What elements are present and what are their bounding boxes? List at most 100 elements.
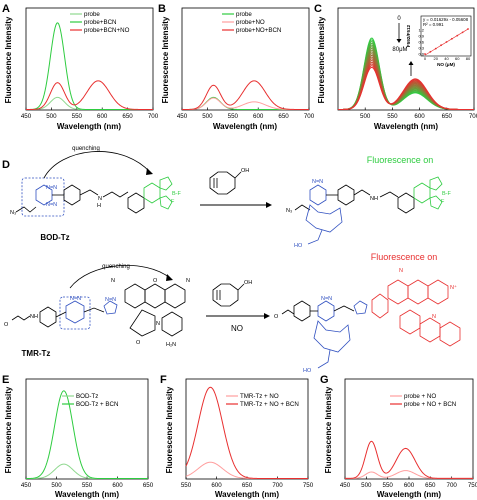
quenching-label-top: quenching [72,146,100,152]
xtick-label-f-1: 600 [211,482,222,489]
inset-point-7 [461,31,464,34]
legend-e-0: BOD-Tz [76,393,98,400]
legend-f-1: TMR-Tz + NO + BCN [240,401,299,408]
svg-text:HO: HO [294,243,303,249]
label-tmr-tz: TMR-Tz [22,349,51,358]
panel-a: A Fluorescence Intensity 450 500 550 600 650… [2,3,159,131]
xtick-label-g-6: 750 [468,482,477,489]
xtick-label-e-1: 500 [51,482,62,489]
xtick-label-g-3: 600 [404,482,415,489]
quenching-arrow-bottom-head [166,274,173,281]
quenching-arrow-bottom [69,265,171,289]
panel-e-curves [25,390,148,480]
series-e-0 [26,463,148,480]
panel-a-frame [25,7,154,111]
svg-text:OH: OH [241,168,249,174]
tmr-tz-structure: O NH N=N N=N N N O N H₂N O [4,278,190,348]
quenching-arrow-top [43,151,151,179]
svg-text:N: N [432,314,436,320]
svg-text:N=N: N=N [105,297,116,303]
panel-letter-g: G [320,374,329,386]
svg-text:N=N: N=N [46,185,57,191]
xtick-label-f-2: 650 [242,482,253,489]
series-b-2 [182,80,309,110]
inset-ylabel: F592/F512 [406,24,411,47]
xtick-label-a-2: 550 [72,113,83,120]
legend-b-2: probe+NO+BCN [236,27,281,34]
svg-text:N₃: N₃ [286,208,292,214]
svg-text:H₂N: H₂N [166,342,176,348]
xtick-label-c-1: 550 [387,113,398,120]
svg-text:NH: NH [370,196,378,202]
xtick-label-a-3: 600 [97,113,108,120]
series-c-13 [338,59,474,110]
panel-f-ylabel: Fluorescence Intensity [165,386,174,473]
series-a-2 [26,80,153,110]
label-bod-tz: BOD-Tz [40,233,69,242]
legend-b-1: probe+NO [236,19,265,26]
bcn-reagent-bottom: OH [212,280,252,307]
inset-point-3 [440,44,443,47]
xtick-label-b-0: 450 [177,113,188,120]
inset-ytick-1: 0.3 [418,45,424,50]
panel-c-xlabel: Wavelength (nm) [374,122,438,131]
panel-letter-b: B [158,3,166,15]
series-a-1 [25,22,153,110]
panel-letter-f: F [160,374,167,386]
panel-e-ylabel: Fluorescence Intensity [4,386,13,473]
xtick-label-c-4: 700 [469,113,477,120]
svg-text:HO: HO [303,368,312,374]
svg-text:N⁺: N⁺ [450,284,457,291]
xtick-label-a-4: 650 [122,113,133,120]
panel-g: G Fluorescence Intensity 450 500 550 600 650… [320,374,477,499]
svg-text:F: F [171,199,175,205]
legend-f-0: TMR-Tz + NO [240,393,279,400]
xtick-label-g-4: 650 [425,482,436,489]
panel-f-xlabel: Wavelength (nm) [215,490,279,499]
legend-a-1: probe+BCN [84,19,117,26]
inset-xtick-0: 0 [424,56,427,61]
svg-text:H: H [97,203,101,209]
svg-text:N: N [399,268,403,274]
inset-point-0 [424,53,426,55]
panel-g-curves [344,440,473,479]
legend-g-0: probe + NO [404,393,436,400]
inset-ytick-3: 0.9 [418,33,424,38]
svg-text:O: O [136,340,141,346]
reaction-arrow-top-head [266,202,272,208]
xtick-label-c-0: 500 [360,113,371,120]
xtick-label-b-5: 700 [304,113,315,120]
legend-a-2: probe+BCN+NO [84,27,130,34]
panel-c: C Fluorescence Intensity 500 550 600 650 70 0… [314,3,477,131]
xtick-label-a-5: 700 [148,113,159,120]
bod-product-structure: N₃ N=N HO NH B-F F [286,176,452,249]
inset-point-1 [429,50,432,53]
legend-g-1: probe + NO + BCN [404,401,456,408]
xtick-label-b-1: 500 [202,113,213,120]
panel-letter-d: D [2,159,10,171]
panel-b: B Fluorescence Intensity 450 500 550 600 650… [158,3,315,131]
xtick-label-e-3: 600 [112,482,123,489]
series-c-17 [338,66,474,110]
svg-text:O: O [274,314,279,320]
panel-c-arrow-down-head [396,39,402,43]
legend-a-0: probe [84,11,100,18]
svg-text:N: N [186,278,190,284]
panel-letter-a: A [2,3,10,15]
series-f-1 [185,386,308,479]
inset-ytick-2: 0.6 [418,39,424,44]
inset-ytick-0: 0.0 [418,51,424,56]
svg-text:O: O [4,322,9,328]
panel-f-legend: TMR-Tz + NO TMR-Tz + NO + BCN [226,393,299,408]
bod-tz-structure: N₃ N=N N=N N H B-F F [10,176,182,217]
panel-e-legend: BOD-Tz BOD-Tz + BCN [62,393,118,408]
inset-xtick-2: 40 [444,56,449,61]
xtick-label-a-1: 500 [46,113,57,120]
panel-b-curves [182,80,309,110]
inset-r2: R² = 0.991 [423,22,444,27]
panel-a-curves [25,22,153,110]
xtick-label-f-0: 550 [181,482,192,489]
svg-text:O: O [153,278,158,284]
xtick-label-b-2: 550 [228,113,239,120]
